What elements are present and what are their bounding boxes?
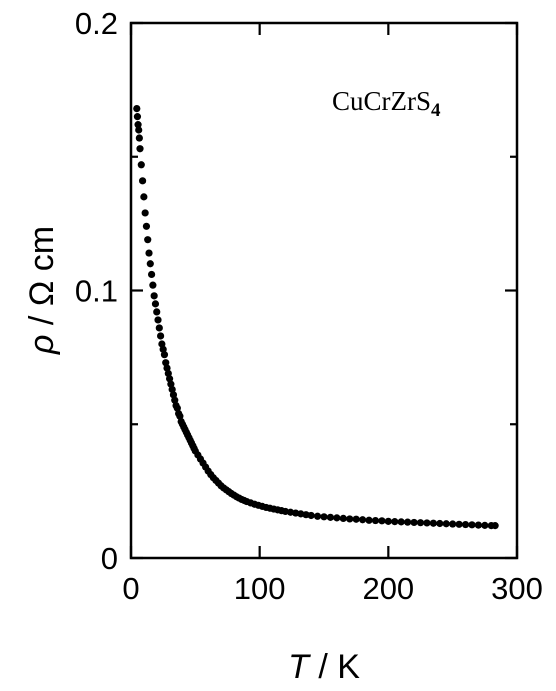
y-axis-separator: / <box>23 306 61 334</box>
data-point <box>455 520 463 528</box>
data-point <box>155 324 163 332</box>
compound-subscript: 4 <box>431 100 441 121</box>
data-point <box>371 516 380 525</box>
data-point <box>135 134 143 142</box>
data-point <box>365 516 373 524</box>
data-point <box>156 332 165 340</box>
data-point <box>436 519 444 528</box>
data-point <box>144 236 152 244</box>
data-point <box>146 260 154 268</box>
data-point <box>151 300 160 308</box>
data-point <box>134 121 142 129</box>
data-point <box>147 270 156 279</box>
data-point <box>491 522 499 530</box>
plot-frame <box>129 21 519 560</box>
data-point <box>404 518 412 526</box>
data-point <box>442 520 450 528</box>
tick-labels: 0 100 200 300 0 0.1 0.2 <box>75 6 543 606</box>
compound-annotation: CuCrZrS4 <box>332 86 441 121</box>
data-point <box>410 518 418 527</box>
data-point <box>423 519 431 527</box>
data-point <box>135 126 143 134</box>
data-point <box>391 518 399 526</box>
data-point <box>140 193 148 201</box>
y-axis-label: ρ / Ω cm <box>23 226 61 355</box>
y-axis-symbol: ρ <box>23 335 61 355</box>
data-point <box>346 515 354 523</box>
y-tick-label: 0.1 <box>75 274 118 309</box>
data-points <box>133 105 499 530</box>
y-tick-label: 0.2 <box>75 6 118 41</box>
data-point <box>142 222 151 230</box>
data-point <box>145 249 153 257</box>
data-point <box>320 513 328 521</box>
x-tick-label: 0 <box>122 571 139 606</box>
data-point <box>313 512 322 520</box>
x-tick-label: 200 <box>362 571 414 606</box>
data-point <box>352 515 360 523</box>
data-point <box>378 517 386 525</box>
data-point <box>449 520 457 528</box>
data-point <box>160 351 169 359</box>
data-point <box>141 209 149 217</box>
data-point <box>359 516 367 524</box>
data-point <box>416 519 425 527</box>
x-tick-label: 300 <box>491 571 543 606</box>
data-point <box>397 518 405 526</box>
data-point <box>326 513 335 521</box>
axis-ticks <box>129 21 519 560</box>
data-point <box>154 316 162 324</box>
data-point <box>333 514 341 522</box>
x-axis-separator: / <box>309 648 337 686</box>
data-point <box>384 517 392 525</box>
data-point <box>474 521 482 529</box>
x-axis-label: T / K <box>288 648 360 686</box>
x-axis-symbol: T <box>288 648 311 686</box>
y-axis-unit: Ω cm <box>23 226 61 306</box>
x-tick-label: 100 <box>234 571 286 606</box>
data-point <box>468 521 476 529</box>
y-tick-label: 0 <box>101 541 118 576</box>
data-point <box>133 105 141 113</box>
data-point <box>481 521 489 529</box>
data-point <box>138 177 147 185</box>
data-point <box>149 281 157 289</box>
data-point <box>137 161 145 169</box>
data-point <box>461 520 470 529</box>
data-point <box>339 514 347 523</box>
data-point <box>136 145 144 153</box>
compound-name: CuCrZrS <box>332 86 431 116</box>
data-point <box>307 511 315 520</box>
x-axis-unit: K <box>337 648 360 686</box>
data-point <box>133 113 142 121</box>
data-point <box>429 519 437 527</box>
data-point <box>150 292 158 300</box>
data-point <box>153 308 161 316</box>
